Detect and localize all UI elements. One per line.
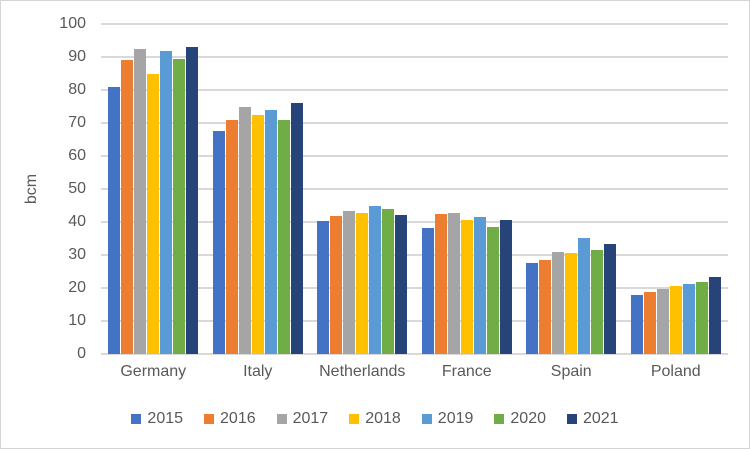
legend-item-2015: 2015 xyxy=(131,410,183,428)
legend: 2015 2016 2017 2018 2019 2020 2021 xyxy=(1,410,749,428)
gridline-60 xyxy=(101,155,728,157)
bar-group-france xyxy=(415,24,520,354)
bar-italy-2020 xyxy=(277,119,290,354)
bar-poland-2016 xyxy=(643,292,656,354)
legend-item-2019: 2019 xyxy=(421,410,474,428)
bar-germany-2018 xyxy=(147,73,160,354)
bar-spain-2019 xyxy=(578,238,591,354)
x-axis-label-netherlands: Netherlands xyxy=(319,363,406,380)
bar-france-2016 xyxy=(434,214,447,354)
bar-netherlands-2015 xyxy=(317,220,330,354)
bar-poland-2015 xyxy=(630,295,643,354)
legend-label-2016: 2016 xyxy=(220,410,256,427)
legend-label-2019: 2019 xyxy=(437,410,474,427)
legend-label-2017: 2017 xyxy=(292,410,329,427)
bar-poland-2017 xyxy=(656,288,669,354)
bar-france-2021 xyxy=(499,220,512,354)
legend-swatch-2017 xyxy=(276,414,287,424)
gridline-100 xyxy=(101,23,728,25)
gridline-90 xyxy=(101,56,728,58)
bar-italy-2021 xyxy=(290,103,303,354)
bar-group-spain xyxy=(519,24,624,354)
legend-swatch-2015 xyxy=(131,414,142,424)
bar-italy-2016 xyxy=(225,119,238,354)
bar-italy-2017 xyxy=(238,106,251,354)
x-axis-label-italy: Italy xyxy=(243,363,273,380)
bar-germany-2019 xyxy=(160,51,173,354)
bar-spain-2018 xyxy=(565,253,578,354)
bar-groups xyxy=(101,24,728,354)
x-axis-label-poland: Poland xyxy=(650,363,701,380)
bar-netherlands-2020 xyxy=(382,209,395,354)
bar-poland-2018 xyxy=(669,286,682,354)
gridline-40 xyxy=(101,221,728,223)
bar-group-germany xyxy=(101,24,206,354)
legend-label-2018: 2018 xyxy=(365,410,401,427)
bar-italy-2018 xyxy=(251,114,264,354)
legend-item-2017: 2017 xyxy=(276,410,329,428)
legend-item-2021: 2021 xyxy=(566,410,619,428)
bar-spain-2020 xyxy=(591,250,604,354)
bar-france-2018 xyxy=(460,220,473,354)
gridline-0 xyxy=(101,353,728,355)
bar-germany-2016 xyxy=(121,60,134,354)
y-axis-title-container: bcm xyxy=(19,24,45,354)
bar-germany-2021 xyxy=(186,47,199,354)
bar-france-2020 xyxy=(486,227,499,354)
bar-netherlands-2017 xyxy=(343,210,356,354)
y-axis-title: bcm xyxy=(23,173,41,205)
x-axis-label-germany: Germany xyxy=(120,363,187,380)
bar-germany-2017 xyxy=(134,49,147,354)
bar-group-netherlands xyxy=(310,24,415,354)
x-axis-label-spain: Spain xyxy=(550,363,592,380)
legend-item-2016: 2016 xyxy=(204,410,256,428)
legend-label-2015: 2015 xyxy=(147,410,184,427)
bar-italy-2015 xyxy=(212,131,225,354)
legend-swatch-2020 xyxy=(494,414,505,424)
gridline-30 xyxy=(101,254,728,256)
bar-poland-2021 xyxy=(708,276,721,354)
bar-germany-2015 xyxy=(108,86,121,354)
legend-item-2018: 2018 xyxy=(349,410,401,428)
bar-netherlands-2018 xyxy=(356,213,369,354)
legend-swatch-2018 xyxy=(349,414,360,424)
bar-netherlands-2021 xyxy=(395,215,408,354)
x-axis-label-france: France xyxy=(441,363,492,380)
legend-label-2021: 2021 xyxy=(582,410,619,427)
bar-spain-2015 xyxy=(526,263,539,354)
bar-poland-2019 xyxy=(682,284,695,354)
bar-spain-2016 xyxy=(539,260,552,354)
gridline-20 xyxy=(101,287,728,289)
gridline-10 xyxy=(101,320,728,322)
legend-swatch-2021 xyxy=(566,414,577,424)
bar-spain-2017 xyxy=(552,252,565,354)
gridline-80 xyxy=(101,89,728,91)
x-axis: Germany Italy Netherlands France Spain Poland xyxy=(101,363,728,381)
gridline-50 xyxy=(101,188,728,190)
plot-area xyxy=(101,23,728,355)
bar-france-2017 xyxy=(447,213,460,354)
bar-france-2015 xyxy=(421,227,434,354)
legend-swatch-2016 xyxy=(204,414,215,424)
bar-italy-2019 xyxy=(264,109,277,354)
bar-poland-2020 xyxy=(695,282,708,354)
bar-group-poland xyxy=(624,24,729,354)
bar-group-italy xyxy=(206,24,311,354)
legend-swatch-2019 xyxy=(421,414,432,424)
legend-item-2020: 2020 xyxy=(494,410,546,428)
bar-netherlands-2016 xyxy=(330,216,343,354)
bar-netherlands-2019 xyxy=(369,205,382,354)
legend-label-2020: 2020 xyxy=(510,410,546,427)
bar-spain-2021 xyxy=(604,244,617,354)
bar-france-2019 xyxy=(473,217,486,354)
gridline-70 xyxy=(101,122,728,124)
bar-germany-2020 xyxy=(173,59,186,354)
